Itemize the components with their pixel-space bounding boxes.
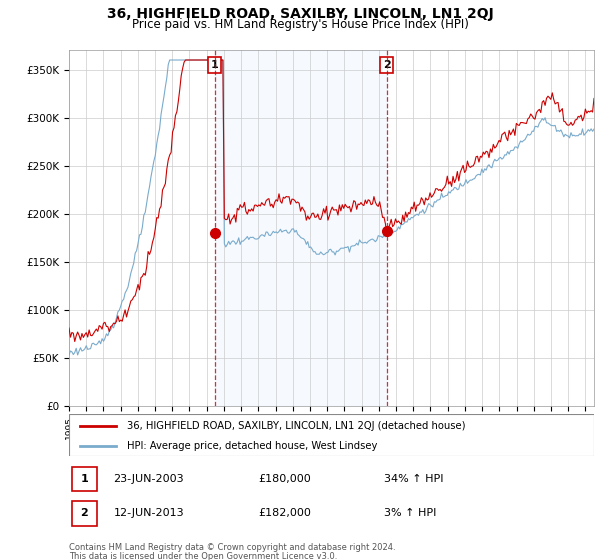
Text: 23-JUN-2003: 23-JUN-2003 xyxy=(113,474,184,484)
Text: Price paid vs. HM Land Registry's House Price Index (HPI): Price paid vs. HM Land Registry's House … xyxy=(131,18,469,31)
Text: This data is licensed under the Open Government Licence v3.0.: This data is licensed under the Open Gov… xyxy=(69,552,337,560)
Text: 36, HIGHFIELD ROAD, SAXILBY, LINCOLN, LN1 2QJ: 36, HIGHFIELD ROAD, SAXILBY, LINCOLN, LN… xyxy=(107,7,493,21)
Text: 34% ↑ HPI: 34% ↑ HPI xyxy=(384,474,443,484)
Text: £180,000: £180,000 xyxy=(258,474,311,484)
Bar xyxy=(215,50,386,406)
Text: HPI: Average price, detached house, West Lindsey: HPI: Average price, detached house, West… xyxy=(127,441,377,451)
Text: 2: 2 xyxy=(383,60,391,70)
Text: £182,000: £182,000 xyxy=(258,508,311,519)
Text: 2: 2 xyxy=(80,508,88,519)
Text: 3% ↑ HPI: 3% ↑ HPI xyxy=(384,508,436,519)
Bar xyxy=(71,501,97,525)
Bar xyxy=(71,466,97,491)
Text: 36, HIGHFIELD ROAD, SAXILBY, LINCOLN, LN1 2QJ (detached house): 36, HIGHFIELD ROAD, SAXILBY, LINCOLN, LN… xyxy=(127,421,465,431)
Text: Contains HM Land Registry data © Crown copyright and database right 2024.: Contains HM Land Registry data © Crown c… xyxy=(69,543,395,552)
Text: 1: 1 xyxy=(211,60,218,70)
Text: 12-JUN-2013: 12-JUN-2013 xyxy=(113,508,184,519)
Text: 1: 1 xyxy=(80,474,88,484)
